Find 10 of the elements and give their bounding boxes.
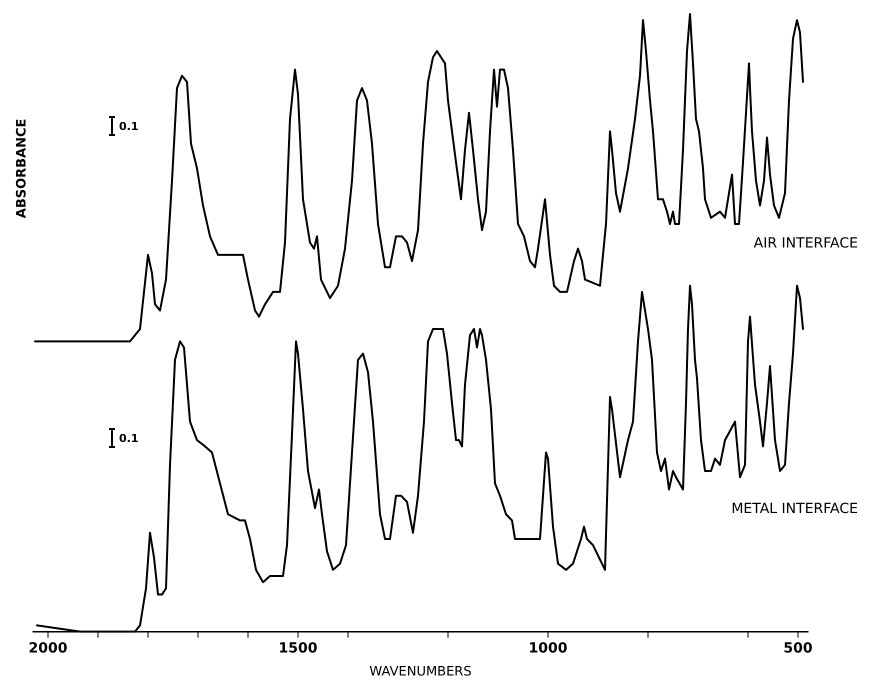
x-tick-label: 500 <box>783 640 813 657</box>
series-label: METAL INTERFACE <box>731 501 858 518</box>
annotation: 0.1 <box>119 120 138 132</box>
x-tick-label: 1000 <box>528 640 568 657</box>
series-label: AIR INTERFACE <box>754 236 858 252</box>
annotation: 0.1 <box>119 432 138 444</box>
y-axis-title: ABSORBANCE <box>14 118 30 218</box>
x-axis-title: WAVENUMBERS <box>369 664 472 680</box>
x-tick-label: 2000 <box>28 640 68 657</box>
x-tick-label: 1500 <box>278 640 318 657</box>
